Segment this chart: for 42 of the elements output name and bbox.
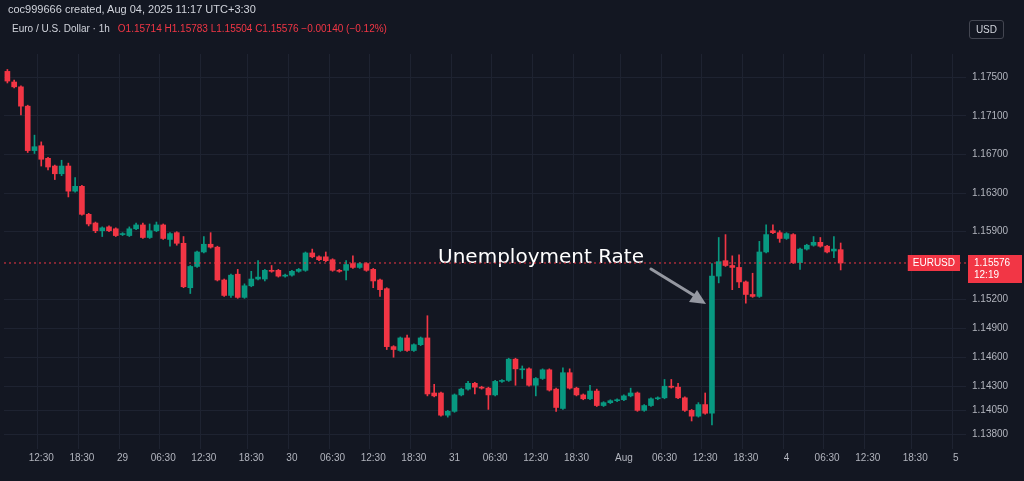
x-tick-label: 12:30 xyxy=(28,451,55,463)
x-tick-label: 12:30 xyxy=(523,451,549,463)
x-tick-label: 18:30 xyxy=(563,451,590,463)
y-tick-label: 1.16700 xyxy=(972,148,1009,160)
x-tick-label: 4 xyxy=(783,451,790,463)
x-tick-label: 18:30 xyxy=(733,451,759,463)
ref-line-label: EURUSD xyxy=(912,256,955,268)
y-tick-label: 1.14050 xyxy=(972,404,1009,416)
x-tick-label: 12:30 xyxy=(692,451,719,463)
x-tick-label: 18:30 xyxy=(238,451,265,463)
y-tick-label: 1.14600 xyxy=(972,351,1009,362)
x-tick-label: 06:30 xyxy=(482,451,509,463)
x-tick-label: 06:30 xyxy=(652,451,678,463)
x-tick-label: 18:30 xyxy=(902,451,929,463)
x-tick-label: 06:30 xyxy=(320,451,346,463)
x-tick-label: 29 xyxy=(116,451,129,463)
y-tick-label: 1.15900 xyxy=(972,225,1009,237)
x-tick-label: Aug xyxy=(614,451,633,463)
y-tick-label: 1.13800 xyxy=(972,428,1009,440)
y-tick-label: 1.14900 xyxy=(972,322,1009,334)
y-tick-label: 1.15200 xyxy=(972,293,1009,305)
y-tick-label: 1.17100 xyxy=(972,109,1009,121)
x-tick-label: 5 xyxy=(953,451,960,463)
text: 12:19 xyxy=(974,268,1000,280)
x-tick-label: 18:30 xyxy=(401,451,427,463)
x-tick-label: 06:30 xyxy=(150,451,177,463)
x-tick-label: 12:30 xyxy=(191,451,217,463)
x-tick-label: 12:30 xyxy=(360,451,387,463)
x-tick-label: 12:30 xyxy=(855,451,881,463)
text: 1.15576 xyxy=(974,256,1011,268)
chart-subtitle: O1.15714 H1.15783 L1.15504 C1.15576 −0.00140 (−0.12%) xyxy=(117,23,387,34)
chart-title: Euro / U.S. Dollar · 1h xyxy=(12,23,110,34)
text: coc999666 created, Aug 04, 2025 11:17 UTC+3:30 xyxy=(8,3,256,15)
x-tick-label: 31 xyxy=(448,451,461,463)
text: USD xyxy=(968,20,1004,39)
annotation: Unemployment Rate xyxy=(438,244,644,268)
x-tick-label: 06:30 xyxy=(814,451,841,463)
y-tick-label: 1.14300 xyxy=(972,379,1009,391)
y-tick-label: 1.17500 xyxy=(972,70,1009,82)
x-tick-label: 18:30 xyxy=(69,451,95,463)
y-tick-label: 1.16300 xyxy=(972,186,1009,198)
x-tick-label: 30 xyxy=(286,451,298,463)
